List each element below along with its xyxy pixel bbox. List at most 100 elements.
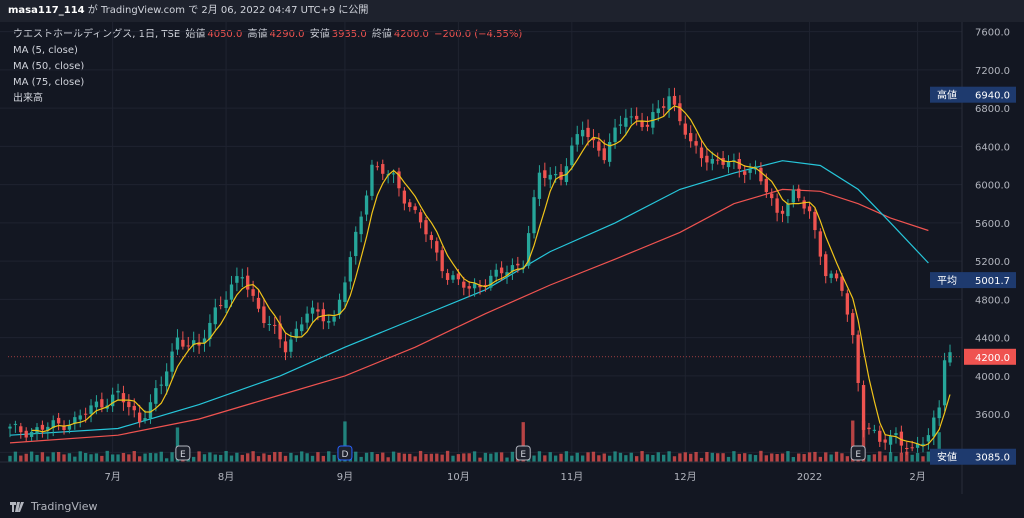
volume-bar — [851, 420, 855, 462]
volume-bar — [786, 451, 790, 462]
volume-bar — [224, 450, 228, 462]
candle-body — [435, 241, 439, 253]
candle-body — [24, 430, 28, 438]
avg-badge-label: 平均 — [937, 275, 957, 287]
candle-body — [591, 137, 596, 141]
volume-bar — [878, 451, 882, 462]
symbol-title[interactable]: ウエストホールディングス, 1日, TSE — [13, 29, 181, 40]
candle-body — [29, 431, 34, 437]
candle-body — [834, 273, 839, 279]
candle-body — [440, 250, 444, 272]
volume-bar — [602, 453, 606, 462]
volume-bar — [24, 453, 28, 462]
volume-bar — [51, 452, 55, 462]
candle-body — [165, 371, 169, 387]
volume-bar — [683, 452, 687, 462]
time-tick-label: 2月 — [909, 471, 925, 483]
volume-bar — [716, 453, 720, 462]
volume-bar — [343, 421, 347, 462]
volume-bar — [899, 452, 904, 462]
volume-bar — [629, 452, 633, 462]
volume-bar — [440, 454, 444, 462]
volume-bar — [381, 452, 385, 462]
candle-body — [705, 155, 709, 163]
volume-bar — [607, 455, 612, 462]
candle-body — [716, 159, 720, 161]
indicator-ma50[interactable]: MA (50, close) — [13, 61, 85, 72]
indicator-ma75[interactable]: MA (75, close) — [13, 77, 85, 88]
volume-bar — [861, 420, 866, 462]
candle-body — [602, 148, 606, 161]
volume-bar — [818, 456, 823, 462]
candle-body — [300, 324, 304, 332]
volume-bar — [926, 451, 931, 462]
candle-body — [273, 324, 277, 326]
volume-bar — [483, 452, 488, 462]
volume-bar — [73, 456, 77, 462]
candle-body — [391, 173, 396, 175]
candle-body — [861, 385, 866, 430]
publish-info: が TradingView.com で 2月 06, 2022 04:47 UT… — [84, 5, 369, 16]
volume-bar — [645, 454, 650, 462]
candle-body — [83, 413, 88, 415]
volume-bar — [413, 456, 417, 462]
volume-bar — [824, 452, 828, 462]
volume-bar — [467, 453, 471, 462]
tradingview-brand[interactable]: TradingView — [10, 500, 97, 513]
volume-bar — [667, 451, 671, 462]
volume-bar — [597, 455, 601, 462]
candle-body — [456, 273, 461, 280]
chart-grid — [0, 22, 962, 462]
volume-bar — [759, 450, 763, 462]
indicator-volume[interactable]: 出来高 — [13, 93, 43, 104]
volume-bar — [305, 453, 309, 462]
candle-body — [483, 284, 488, 287]
candle-body — [878, 430, 882, 442]
volume-bar — [100, 455, 104, 462]
volume-bar — [40, 452, 45, 462]
high-value: 4290.0 — [269, 29, 305, 40]
volume-bar — [521, 422, 525, 462]
publisher-name[interactable]: masa117_114 — [8, 5, 85, 16]
ma50-layer — [9, 160, 929, 436]
candle-body — [883, 439, 887, 443]
volume-bar — [613, 451, 617, 462]
candle-body — [548, 174, 552, 180]
candle-body — [283, 341, 288, 353]
volume-bar — [586, 452, 590, 462]
volume-bar — [888, 452, 893, 462]
volume-bar — [56, 452, 61, 462]
tradingview-logo-icon — [10, 501, 24, 512]
avg-badge-value: 5001.7 — [975, 276, 1010, 287]
candle-body — [780, 210, 785, 214]
candle-body — [229, 284, 234, 300]
volume-bar — [689, 453, 693, 462]
candle-body — [489, 275, 493, 288]
candle-body — [354, 231, 358, 257]
candle-body — [667, 96, 671, 110]
volume-bar — [699, 457, 704, 462]
candle-body — [683, 123, 687, 135]
volume-bar — [197, 451, 201, 462]
indicator-ma5[interactable]: MA (5, close) — [13, 45, 78, 56]
candle-body — [629, 116, 633, 118]
candle-body — [775, 198, 779, 213]
candle-body — [802, 200, 806, 209]
ma5-line — [31, 105, 951, 447]
volume-bar — [143, 453, 147, 462]
candle-body — [170, 351, 174, 372]
candle-body — [192, 340, 196, 345]
event-marker-label: D — [341, 450, 348, 460]
low-badge-label-box — [930, 448, 964, 465]
price-tick-label: 7200.0 — [975, 66, 1010, 77]
candle-body — [132, 405, 136, 411]
candle-body — [424, 220, 428, 235]
volume-bar — [375, 454, 380, 462]
candle-body — [570, 145, 574, 166]
candle-body — [921, 443, 925, 446]
price-tick-label: 6800.0 — [975, 104, 1010, 115]
volume-bar — [159, 451, 163, 462]
volume-bar — [154, 453, 158, 462]
candle-body — [267, 324, 271, 326]
